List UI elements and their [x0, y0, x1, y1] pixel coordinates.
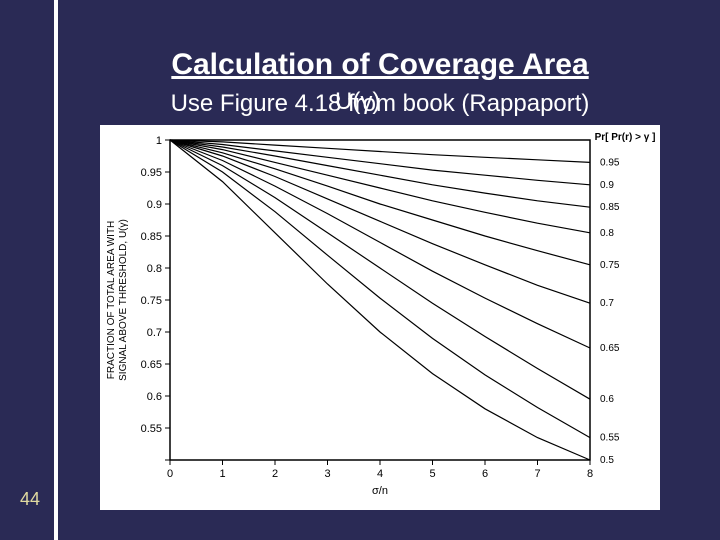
- chart-panel: 0 1 2 3 4 5 6 7 8 0.55 0.6 0.65 0.7 0.75 0.8 0.85 0.9 0.9…: [100, 125, 660, 510]
- svg-text:0.95: 0.95: [141, 167, 162, 179]
- svg-text:4: 4: [377, 468, 383, 480]
- svg-text:0.6: 0.6: [147, 391, 162, 403]
- svg-text:0: 0: [167, 468, 173, 480]
- svg-text:0.85: 0.85: [600, 202, 620, 213]
- svg-text:0.6: 0.6: [600, 394, 614, 405]
- svg-text:0.9: 0.9: [147, 199, 162, 211]
- svg-text:0.95: 0.95: [600, 157, 620, 168]
- svg-text:0.8: 0.8: [600, 228, 614, 239]
- svg-text:0.75: 0.75: [141, 295, 162, 307]
- svg-text:1: 1: [156, 135, 162, 147]
- coverage-chart: 0 1 2 3 4 5 6 7 8 0.55 0.6 0.65 0.7 0.75 0.8 0.85 0.9 0.9…: [100, 125, 660, 510]
- svg-text:1: 1: [219, 468, 225, 480]
- svg-text:0.55: 0.55: [600, 433, 620, 444]
- svg-text:0.65: 0.65: [141, 359, 162, 371]
- svg-text:0.85: 0.85: [141, 231, 162, 243]
- svg-text:0.7: 0.7: [600, 298, 614, 309]
- svg-text:7: 7: [534, 468, 540, 480]
- svg-text:FRACTION OF TOTAL AREA WITHSIG: FRACTION OF TOTAL AREA WITHSIGNAL ABOVE …: [106, 219, 129, 381]
- svg-text:2: 2: [272, 468, 278, 480]
- svg-text:0.7: 0.7: [147, 327, 162, 339]
- svg-text:0.8: 0.8: [147, 263, 162, 275]
- svg-text:σ/n: σ/n: [372, 485, 388, 497]
- accent-bar: [54, 0, 58, 540]
- svg-text:0.5: 0.5: [600, 455, 614, 466]
- svg-text:0.55: 0.55: [141, 423, 162, 435]
- overlap-u-gamma: U(γ): [335, 88, 380, 116]
- svg-text:0.9: 0.9: [600, 180, 614, 191]
- slide-root: Calculation of Coverage Area Use Figure …: [0, 0, 720, 540]
- svg-text:6: 6: [482, 468, 488, 480]
- page-number: 44: [20, 489, 40, 510]
- slide-title: Calculation of Coverage Area: [100, 48, 660, 82]
- svg-text:3: 3: [324, 468, 330, 480]
- svg-text:Pr[ Pr(r) > γ ]: Pr[ Pr(r) > γ ]: [595, 132, 656, 143]
- svg-text:8: 8: [587, 468, 593, 480]
- svg-text:5: 5: [429, 468, 435, 480]
- svg-text:0.75: 0.75: [600, 260, 620, 271]
- svg-text:0.65: 0.65: [600, 343, 620, 354]
